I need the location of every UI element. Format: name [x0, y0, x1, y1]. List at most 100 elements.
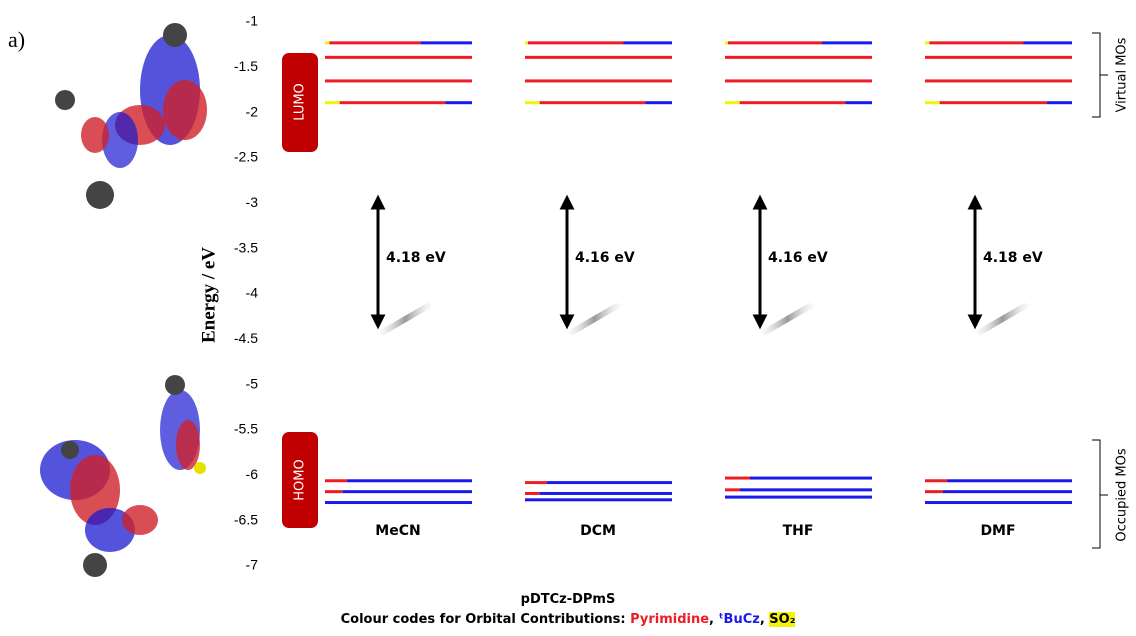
level-segment: [1047, 101, 1072, 104]
level-segment: [846, 101, 872, 104]
level-segment: [340, 101, 446, 104]
caption-prefix: Colour codes for Orbital Contributions:: [341, 612, 630, 627]
level-segment: [325, 79, 472, 82]
y-tick-label: -4.5: [234, 330, 258, 346]
shadow: [765, 306, 810, 332]
caption-separator: ,: [760, 612, 769, 627]
level-segment: [525, 492, 540, 495]
level-segment: [343, 490, 472, 493]
solvent-label: THF: [783, 523, 814, 539]
level-segment: [646, 101, 672, 104]
solvent-label: DMF: [980, 523, 1015, 539]
level-segment: [525, 498, 672, 501]
level-segment: [740, 101, 846, 104]
legend-entry: ᵗBuCz: [719, 612, 760, 627]
lumo-label: LUMO: [293, 83, 308, 121]
gap-label: 4.18 eV: [983, 250, 1043, 266]
level-segment: [325, 41, 329, 44]
level-segment: [725, 79, 872, 82]
y-tick-label: -1.5: [234, 58, 258, 74]
level-segment: [925, 56, 1072, 59]
legend-entry: SO₂: [769, 612, 795, 627]
legend-entry: Pyrimidine: [630, 612, 709, 627]
y-tick-label: -3.5: [234, 239, 258, 255]
level-segment: [925, 41, 929, 44]
y-tick-label: -4: [246, 285, 259, 301]
level-segment: [725, 41, 728, 44]
level-segment: [525, 101, 540, 104]
level-segment: [446, 101, 472, 104]
level-segment: [925, 501, 1072, 504]
level-segment: [1023, 41, 1072, 44]
shadow: [572, 306, 617, 332]
level-segment: [947, 479, 1072, 482]
y-tick-label: -7: [246, 557, 259, 573]
caption-separator: ,: [709, 612, 718, 627]
level-segment: [750, 477, 872, 480]
gap-label: 4.18 eV: [386, 250, 446, 266]
homo-molecule: [40, 375, 206, 577]
level-segment: [925, 101, 940, 104]
virtual-label: Virtual MOs: [1115, 37, 1130, 112]
gap-arrow: [970, 198, 980, 326]
homo-label: HOMO: [293, 459, 308, 500]
occupied-label: Occupied MOs: [1115, 448, 1130, 541]
solvent-label: DCM: [580, 523, 616, 539]
y-tick-label: -2.5: [234, 149, 258, 165]
level-segment: [925, 490, 943, 493]
level-segment: [725, 477, 750, 480]
level-segment: [325, 490, 343, 493]
shadow: [980, 306, 1025, 332]
level-segment: [421, 41, 472, 44]
level-segment: [925, 479, 947, 482]
level-segment: [325, 56, 472, 59]
level-segment: [540, 101, 646, 104]
level-segment: [940, 101, 1047, 104]
level-segment: [525, 481, 547, 484]
level-segment: [943, 490, 1072, 493]
lumo-molecule: [55, 23, 207, 209]
y-tick-label: -6.5: [234, 511, 258, 527]
level-segment: [728, 41, 822, 44]
level-segment: [325, 479, 347, 482]
chart-title: pDTCz-DPmS: [0, 592, 1136, 607]
level-segment: [528, 41, 624, 44]
level-segment: [740, 488, 872, 491]
y-tick-label: -5: [246, 375, 259, 391]
level-segment: [725, 101, 740, 104]
gap-label: 4.16 eV: [575, 250, 635, 266]
y-tick-label: -6: [246, 466, 259, 482]
level-segment: [347, 479, 472, 482]
virtual-brace: [1092, 33, 1108, 117]
level-segment: [725, 496, 872, 499]
y-axis-label: Energy / eV: [198, 247, 219, 343]
level-segment: [325, 101, 340, 104]
gap-arrow: [755, 198, 765, 326]
level-segment: [329, 41, 420, 44]
solvent-label: MeCN: [375, 523, 420, 539]
y-tick-label: -1: [246, 13, 259, 29]
panel-label: a): [8, 27, 25, 52]
level-segment: [822, 41, 872, 44]
level-segment: [725, 488, 740, 491]
level-segment: [525, 56, 672, 59]
gap-arrow: [562, 198, 572, 326]
gap-arrow: [373, 198, 383, 326]
level-segment: [725, 56, 872, 59]
gap-label: 4.16 eV: [768, 250, 828, 266]
caption: Colour codes for Orbital Contributions: …: [0, 612, 1136, 627]
level-segment: [525, 41, 528, 44]
y-tick-label: -2: [246, 103, 259, 119]
level-segment: [623, 41, 672, 44]
level-segment: [547, 481, 672, 484]
level-segment: [540, 492, 672, 495]
level-segment: [525, 79, 672, 82]
y-tick-label: -3: [246, 194, 259, 210]
chart: a) Energy / eV LUMO HOMO Virtual MOs Occ…: [0, 0, 1136, 580]
level-segment: [325, 501, 472, 504]
level-segment: [929, 41, 1023, 44]
shadow: [383, 306, 428, 332]
level-segment: [925, 79, 1072, 82]
y-tick-label: -5.5: [234, 421, 258, 437]
page: {"chart_data": {"type": "energy-level", …: [0, 0, 1136, 636]
